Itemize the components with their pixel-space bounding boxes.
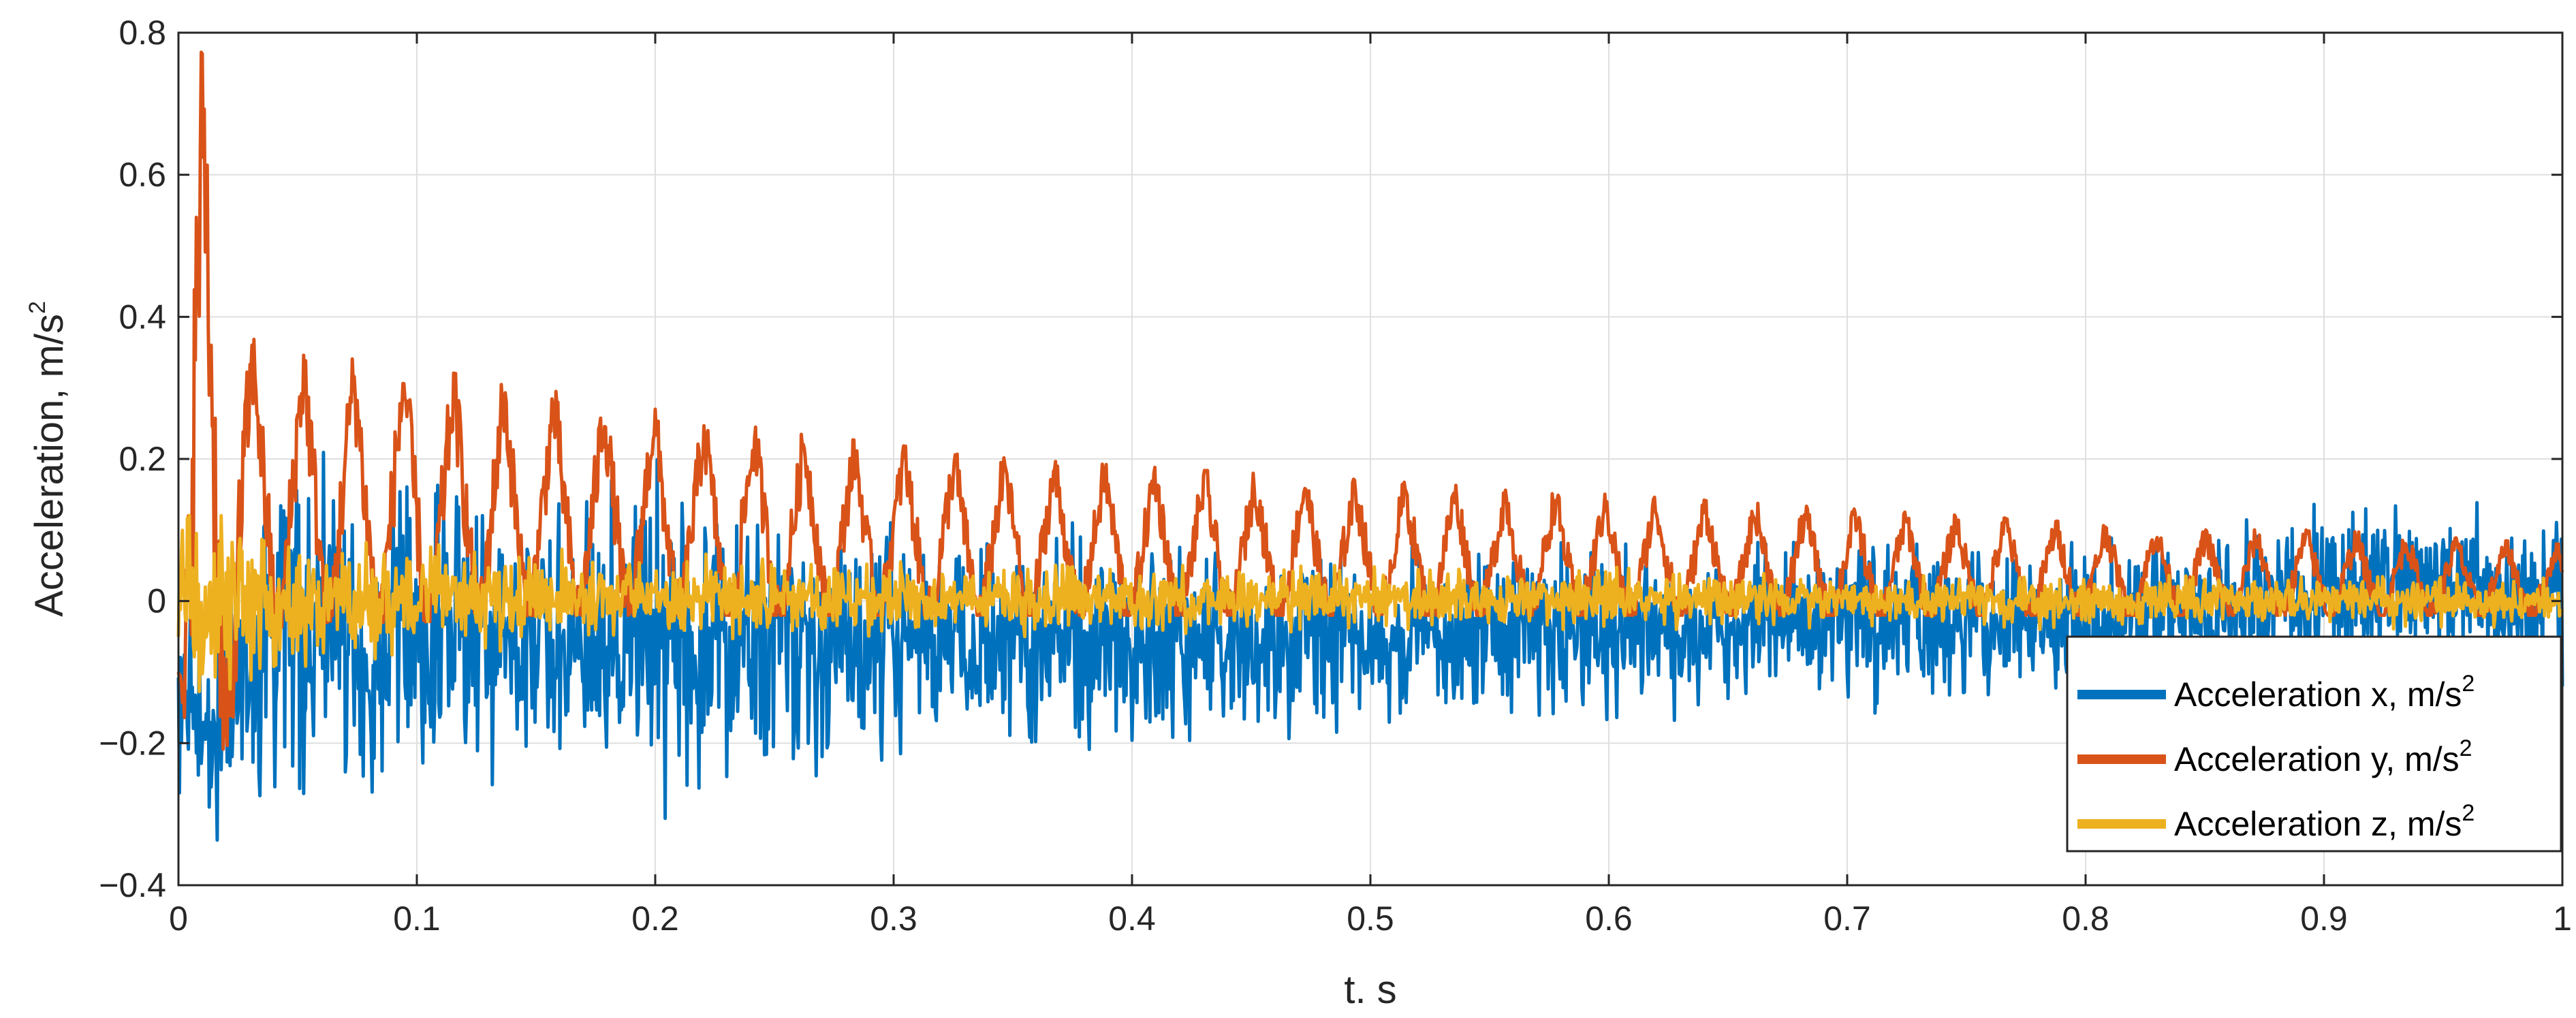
- y-axis-label-group: Acceleration, m/s2: [25, 301, 72, 617]
- x-tick-label: 0.8: [2062, 900, 2109, 938]
- x-tick-label: 1: [2553, 900, 2572, 938]
- legend-entry-y: Acceleration y, m/s2: [2077, 735, 2472, 778]
- legend-entry-z: Acceleration z, m/s2: [2077, 800, 2475, 843]
- x-tick-label: 0.4: [1108, 900, 1156, 938]
- legend-label-y: Acceleration y, m/s2: [2174, 735, 2472, 778]
- legend: Acceleration x, m/s2 Acceleration y, m/s…: [2066, 635, 2562, 853]
- series-layer: [176, 50, 2564, 842]
- x-tick-label: 0: [169, 900, 188, 938]
- y-tick-label: 0.8: [119, 14, 166, 52]
- legend-label-z: Acceleration z, m/s2: [2174, 800, 2475, 843]
- series-line-z: [176, 513, 2564, 694]
- x-tick-label: 0.5: [1347, 900, 1394, 938]
- x-tick-label: 0.1: [393, 900, 441, 938]
- x-tick-label: 0.3: [870, 900, 917, 938]
- x-tick-label: 0.2: [631, 900, 679, 938]
- y-tick-label: 0: [147, 582, 166, 620]
- x-tick-label: 0.6: [1585, 900, 1633, 938]
- y-tick-label: 0.2: [119, 440, 166, 478]
- y-tick-label: −0.4: [99, 866, 166, 904]
- x-tick-label: 0.9: [2300, 900, 2348, 938]
- y-axis-label: Acceleration, m/s2: [25, 301, 72, 617]
- y-axis-label-superscript: 2: [25, 301, 50, 314]
- x-tick-label: 0.7: [1823, 900, 1871, 938]
- y-tick-label: 0.4: [119, 298, 166, 336]
- y-tick-label: −0.2: [99, 724, 166, 762]
- legend-box: [2066, 635, 2562, 853]
- y-tick-label: 0.6: [119, 156, 166, 194]
- y-axis-label-main: Acceleration, m/s: [27, 314, 72, 617]
- x-axis-label: t. s: [1344, 968, 1396, 1012]
- legend-entry-x: Acceleration x, m/s2: [2077, 671, 2475, 714]
- tick-layer: 0 0.1 0.2 0.3 0.4 0.5 0.6 0.7 0.8 0.9 1 −0.4 −0.2 0 0.…: [99, 14, 2572, 938]
- legend-label-x: Acceleration x, m/s2: [2174, 671, 2475, 714]
